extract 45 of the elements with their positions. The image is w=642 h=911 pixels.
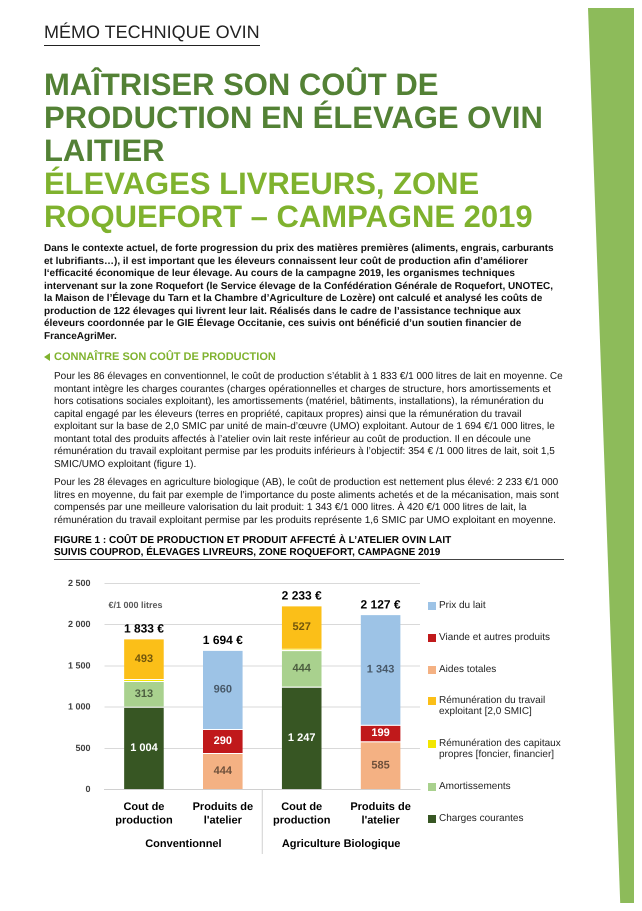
- text: CONNAÎTRE SON COÛT DE PRODUCTION: [53, 351, 277, 363]
- data-label: 527: [292, 621, 311, 634]
- text: Dans le contexte actuel, de forte progression du prix des matières premières (aliments, engrais, carburants et lubrifiants…), il est important que les éleveurs connaissent leur coût de production afin d’améliorer l‘efficacité économique de leur élevage. Au cours de la campagne 2019, les organismes techniques intervenant sur la zone Roquefort (le Service élevage de la Confédération Générale de Roquefort, UNOTEC, la Maison de l’Élevage du Tarn et la Chambre d’Agriculture de Lozère) ont calculé et analysé les coûts de production de 122 élevages qui livrent leur lait. Réalisés dans le cadre de l’assistance technique aux éleveurs coordonnée par le GIE Élevage Occitanie, ces suivis ont bénéficié d’un soutien financier de FranceAgriMer.: [44, 243, 555, 343]
- text: MÉMO TECHNIQUE OVIN: [44, 22, 260, 46]
- y-tick-label: 1 000: [68, 702, 91, 712]
- y-axis-title: €/1 000 litres: [108, 600, 163, 610]
- legend-label: Aides totales: [439, 664, 496, 675]
- data-label: 1 343: [366, 664, 394, 676]
- data-label: 585: [371, 759, 390, 772]
- total-label: 2 127 €: [360, 597, 401, 612]
- y-tick-label: 2 500: [68, 578, 91, 588]
- x-tick-label: Cout de production: [272, 801, 331, 826]
- legend-label: Prix du lait: [439, 600, 486, 611]
- legend-label: Rémunération des capitaux propres [foncier, financier]: [439, 738, 562, 760]
- x-tick-label: Produits de l'atelier: [350, 801, 411, 826]
- text: Pour les 86 élevages en conventionnel, le coût de production s’établit à 1 833 €/1 000 litres de lait en moyenne. Ce montant intègre les charges courantes (charges opérationnelles et charges de structure, hors amortissements et hors cotisations sociales exploitant), les amortissements (matériel, bâtiments, installations), la rémunération du capital engagé par les éleveurs (terres en propriété, capitaux propres) ainsi que la rémunération du travail exploitant sur la base de 2,0 SMIC par unité de main-d’œuvre (UMO) exploitant. Autour de 1 694 €/1 000 litres, le montant total des produits affectés à l’atelier ovin lait reste inférieur au coût de production. Il en découle une rémunération du travail exploitant permise par les produits inférieurs à l’objectif: 354 € /1 000 litres de lait, soit 1,5 SMIC/UMO exploitant (figure 1).: [54, 371, 564, 471]
- data-label: 960: [214, 684, 232, 696]
- data-label: 199: [371, 727, 390, 740]
- text: SUIVIS COUPROD, ÉLEVAGES LIVREURS, ZONE ROQUEFORT, CAMPAGNE 2019: [54, 547, 442, 559]
- legend-label: Viande et autres produits: [439, 632, 550, 643]
- data-label: 290: [214, 735, 232, 748]
- total-label: 2 233 €: [282, 588, 322, 603]
- data-label: 313: [134, 688, 154, 700]
- text: Conventionnel: [145, 838, 222, 850]
- data-label: 1 004: [130, 742, 159, 754]
- data-label: 493: [134, 652, 154, 665]
- legend-label: Rémunération du travail exploitant [2,0 SMIC]: [439, 695, 546, 718]
- x-tick-label: Produits de l'atelier: [192, 801, 254, 826]
- y-tick-label: 500: [75, 742, 91, 753]
- total-label: 1 694 €: [202, 633, 244, 648]
- data-label: 1 247: [288, 732, 316, 744]
- legend-label: Amortissements: [439, 781, 511, 792]
- y-tick-label: 1 500: [68, 660, 91, 670]
- data-label: 444: [214, 765, 233, 778]
- total-label: 1 833 €: [124, 622, 164, 636]
- text: Agriculture Biologique: [282, 838, 400, 850]
- y-tick-label: 0: [86, 784, 91, 794]
- x-tick-label: Cout de production: [115, 801, 173, 826]
- text: Pour les 28 élevages en agriculture biologique (AB), le coût de production est nettement plus élevé: 2 233 €/1 000 litres en moyenne, du fait par exemple de l’importance du poste aliments achetés et de la mécanisation, mais sont compensés par une meilleure valorisation du lait produit: 1 343 €/1 000 litres. À 420 €/1 000 litres de lait, la rémunération du travail exploitant permise par les produits représente 1,6 SMIC par UMO exploitant en moyenne.: [54, 477, 560, 527]
- chart-title: MAÎTRISER SON COÛT DE PRODUCTION EN ÉLEVAGE OVIN LAITIER: [44, 67, 544, 168]
- chart-subtitle: ÉLEVAGES LIVREURS, ZONE ROQUEFORT – CAMPAGNE 2019: [44, 166, 534, 234]
- legend-label: Charges courantes: [439, 812, 524, 824]
- data-label: 444: [292, 662, 312, 674]
- y-tick-label: 2 000: [68, 619, 91, 630]
- caption: FIGURE 1 : COÛT DE PRODUCTION ET PRODUIT AFFECTÉ À L’ATELIER OVIN LAIT: [54, 535, 452, 546]
